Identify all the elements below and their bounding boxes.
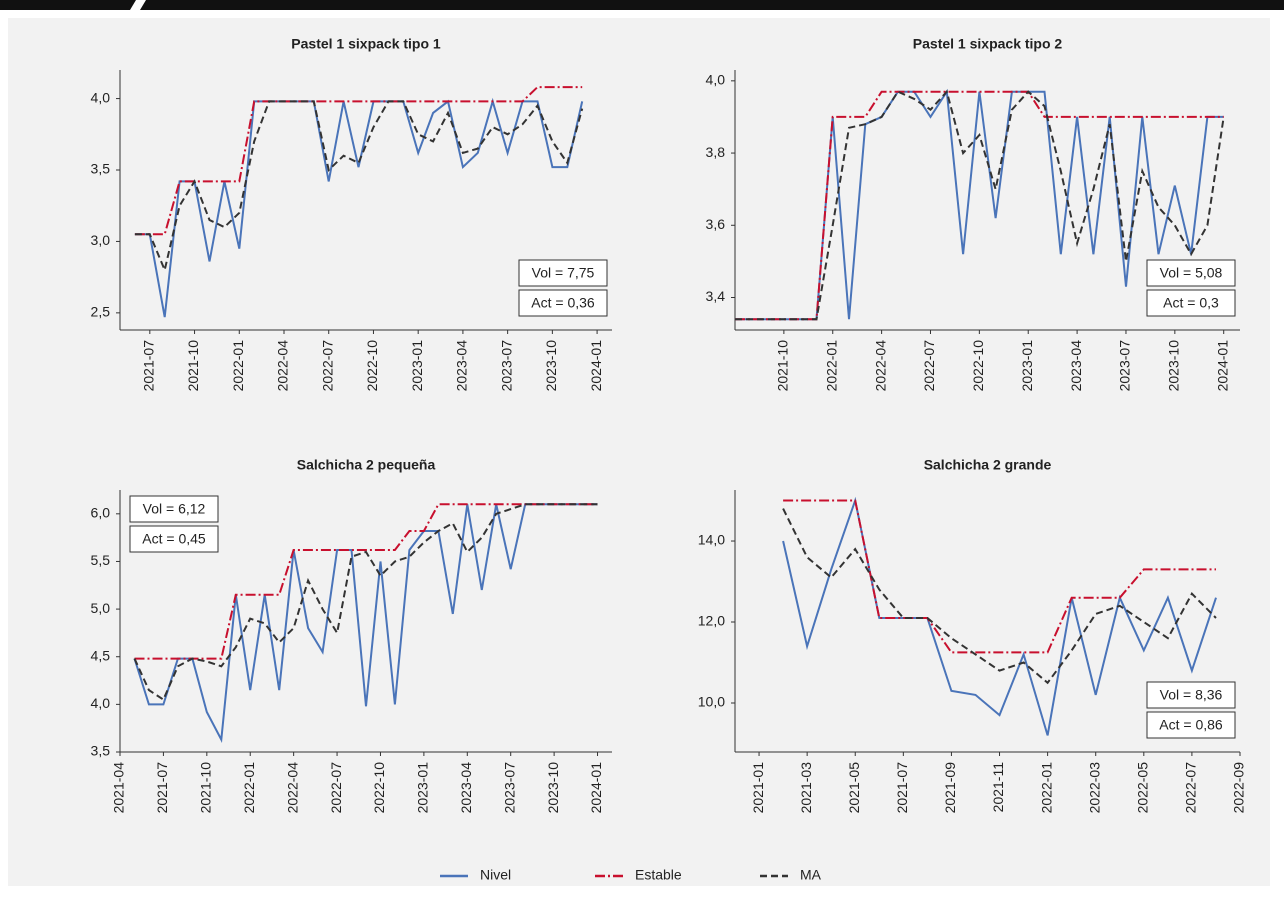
x-tick-label: 2023-07 bbox=[1117, 340, 1133, 392]
annotation-box bbox=[518, 289, 608, 317]
x-tick-label: 2022-04 bbox=[275, 340, 291, 392]
annotation: Act = 0,86 bbox=[1159, 717, 1223, 733]
x-tick-label: 2022-01 bbox=[823, 340, 839, 392]
series-line bbox=[134, 100, 584, 274]
legend-label: MA bbox=[800, 867, 822, 883]
x-tick-label: 2023-04 bbox=[458, 762, 474, 814]
x-tick-label: 2023-10 bbox=[545, 762, 561, 814]
x-tick-label: 2023-07 bbox=[501, 762, 517, 814]
annotation: Vol = 5,08 bbox=[1160, 265, 1223, 281]
x-tick-label: 2024-01 bbox=[588, 762, 604, 814]
x-tick-label: 2023-10 bbox=[543, 340, 559, 392]
annotation: Vol = 8,36 bbox=[1160, 687, 1223, 703]
annotation-box bbox=[518, 259, 608, 287]
annotation: Act = 0,45 bbox=[142, 531, 206, 547]
x-tick-label: 2022-09 bbox=[1231, 762, 1247, 814]
x-tick-label: 2022-07 bbox=[1183, 762, 1199, 814]
x-tick-label: 2023-07 bbox=[498, 340, 514, 392]
y-tick-label: 4,0 bbox=[91, 89, 111, 105]
annotation-box bbox=[1146, 681, 1236, 709]
legend-label: Estable bbox=[635, 867, 682, 883]
y-tick-label: 5,0 bbox=[91, 600, 111, 616]
series-line bbox=[133, 503, 598, 744]
x-tick-label: 2022-07 bbox=[921, 340, 937, 392]
y-tick-label: 3,5 bbox=[91, 161, 111, 177]
x-tick-label: 2023-04 bbox=[454, 340, 470, 392]
x-tick-label: 2022-01 bbox=[1038, 762, 1054, 814]
y-tick-label: 4,0 bbox=[91, 695, 111, 711]
x-tick-label: 2023-01 bbox=[409, 340, 425, 392]
x-tick-label: 2022-05 bbox=[1135, 762, 1151, 814]
x-tick-label: 2022-03 bbox=[1086, 762, 1102, 814]
x-tick-label: 2023-04 bbox=[1068, 340, 1084, 392]
annotation-box bbox=[1146, 711, 1236, 739]
series-line bbox=[783, 499, 1216, 654]
annotation: Vol = 7,75 bbox=[532, 265, 595, 281]
x-tick-label: 2022-01 bbox=[241, 762, 257, 814]
x-tick-label: 2021-05 bbox=[846, 762, 862, 814]
chart-title: Salchicha 2 pequeña bbox=[297, 457, 436, 473]
series-line bbox=[134, 503, 598, 660]
x-tick-label: 2022-04 bbox=[872, 340, 888, 392]
annotation: Act = 0,36 bbox=[531, 295, 595, 311]
chart-title: Pastel 1 sixpack tipo 1 bbox=[291, 36, 441, 52]
annotation-box bbox=[129, 495, 219, 523]
y-tick-label: 3,8 bbox=[706, 144, 726, 160]
x-tick-label: 2021-10 bbox=[775, 340, 791, 392]
x-tick-label: 2022-07 bbox=[328, 762, 344, 814]
y-tick-label: 5,5 bbox=[91, 552, 111, 568]
x-tick-label: 2021-09 bbox=[942, 762, 958, 814]
y-tick-label: 3,6 bbox=[706, 216, 726, 232]
x-tick-label: 2022-10 bbox=[364, 340, 380, 392]
annotation-box bbox=[1146, 259, 1236, 287]
series-line bbox=[133, 503, 598, 702]
y-tick-label: 6,0 bbox=[91, 505, 111, 521]
y-tick-label: 14,0 bbox=[698, 532, 725, 548]
x-tick-label: 2022-04 bbox=[284, 762, 300, 814]
series-line bbox=[782, 508, 1217, 685]
x-tick-label: 2021-04 bbox=[111, 762, 127, 814]
y-tick-label: 10,0 bbox=[698, 694, 725, 710]
y-tick-label: 4,5 bbox=[91, 647, 111, 663]
x-tick-label: 2021-07 bbox=[154, 762, 170, 814]
annotation: Vol = 6,12 bbox=[143, 501, 206, 517]
y-tick-label: 2,5 bbox=[91, 304, 111, 320]
chart-title: Salchicha 2 grande bbox=[924, 457, 1052, 473]
x-tick-label: 2022-10 bbox=[970, 340, 986, 392]
top-bar-left bbox=[0, 0, 136, 10]
y-tick-label: 3,0 bbox=[91, 232, 111, 248]
annotation-box bbox=[1146, 289, 1236, 317]
y-tick-label: 3,4 bbox=[706, 288, 726, 304]
x-tick-label: 2021-03 bbox=[798, 762, 814, 814]
x-tick-label: 2021-10 bbox=[185, 340, 201, 392]
x-tick-label: 2023-01 bbox=[415, 762, 431, 814]
x-tick-label: 2024-01 bbox=[588, 340, 604, 392]
y-tick-label: 3,5 bbox=[91, 743, 111, 759]
x-tick-label: 2022-01 bbox=[230, 340, 246, 392]
top-bar bbox=[0, 0, 1284, 10]
chart-title: Pastel 1 sixpack tipo 2 bbox=[913, 36, 1063, 52]
x-tick-label: 2023-01 bbox=[1019, 340, 1035, 392]
x-tick-label: 2021-07 bbox=[894, 762, 910, 814]
annotation: Act = 0,3 bbox=[1163, 295, 1219, 311]
x-tick-label: 2022-07 bbox=[319, 340, 335, 392]
x-tick-label: 2021-07 bbox=[141, 340, 157, 392]
x-tick-label: 2024-01 bbox=[1214, 340, 1230, 392]
x-tick-label: 2021-01 bbox=[750, 762, 766, 814]
x-tick-label: 2022-10 bbox=[371, 762, 387, 814]
series-line bbox=[134, 97, 584, 318]
series-line bbox=[134, 86, 583, 236]
x-tick-label: 2023-10 bbox=[1166, 340, 1182, 392]
series-line bbox=[735, 89, 1225, 321]
legend-label: Nivel bbox=[480, 867, 511, 883]
x-tick-label: 2021-10 bbox=[198, 762, 214, 814]
y-tick-label: 12,0 bbox=[698, 613, 725, 629]
y-tick-label: 4,0 bbox=[706, 72, 726, 88]
x-tick-label: 2021-11 bbox=[990, 762, 1006, 813]
annotation-box bbox=[129, 525, 219, 553]
